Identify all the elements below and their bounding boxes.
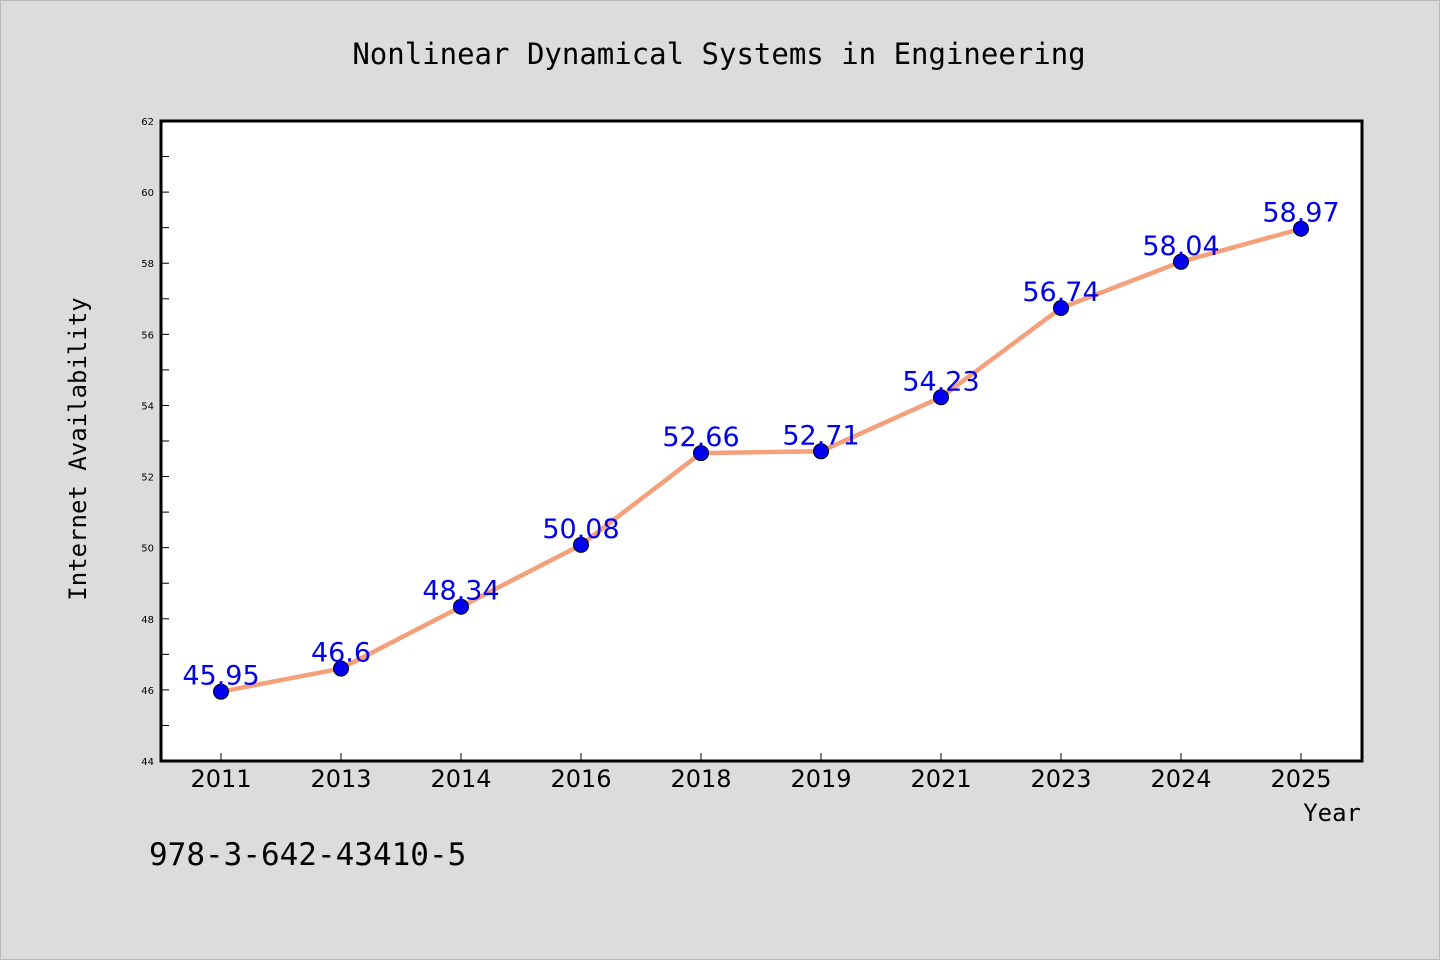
x-axis: 2011 2013 2014 2016 2018 2019 2021 2023 2024 2025 <box>190 753 1332 793</box>
y-tick-label: 60 <box>141 188 154 199</box>
x-tick-label: 2021 <box>910 765 971 793</box>
y-tick-label: 62 <box>141 117 154 128</box>
y-tick-label: 52 <box>141 473 154 484</box>
data-label: 58.97 <box>1262 198 1339 229</box>
y-tick-label: 46 <box>141 686 154 697</box>
isbn-text: 978-3-642-43410-5 <box>149 837 466 873</box>
x-tick-label: 2024 <box>1150 765 1211 793</box>
y-tick-label: 56 <box>141 330 154 341</box>
data-point <box>1053 300 1069 317</box>
x-tick-label: 2016 <box>550 765 611 793</box>
data-label: 45.95 <box>182 661 259 692</box>
data-label: 46.6 <box>311 638 371 669</box>
y-axis-label: Internet Availability <box>64 297 92 600</box>
data-label: 56.74 <box>1022 277 1099 308</box>
data-label: 48.34 <box>422 576 499 607</box>
data-label: 52.66 <box>662 422 739 453</box>
plot-area <box>159 119 1364 763</box>
data-point <box>693 445 709 462</box>
y-tick-label: 50 <box>141 544 154 555</box>
chart-title: Nonlinear Dynamical Systems in Engineeri… <box>352 37 1085 71</box>
series-line-group: 45.95 46.6 48.34 50.08 52.66 52.71 54.23 56.74 5… <box>182 198 1340 700</box>
data-label: 52.71 <box>782 420 859 451</box>
x-tick-label: 2011 <box>190 765 251 793</box>
data-point <box>933 389 949 406</box>
x-tick-label: 2018 <box>670 765 731 793</box>
data-point <box>573 536 589 553</box>
data-point <box>1293 220 1309 237</box>
x-axis-label: Year <box>1303 799 1361 827</box>
y-tick-label: 44 <box>141 757 154 768</box>
x-tick-label: 2023 <box>1030 765 1091 793</box>
data-label: 54.23 <box>902 366 979 397</box>
x-tick-label: 2019 <box>790 765 851 793</box>
data-label: 50.08 <box>542 514 619 545</box>
data-point <box>453 598 469 615</box>
x-tick-label: 2025 <box>1270 765 1331 793</box>
data-point <box>1173 253 1189 270</box>
series-line <box>218 226 1304 694</box>
data-point <box>213 683 229 700</box>
data-label: 58.04 <box>1142 231 1219 262</box>
x-tick-label: 2013 <box>310 765 371 793</box>
y-axis: 44 46 48 50 52 54 56 58 60 62 <box>141 117 169 768</box>
y-tick-label: 48 <box>141 615 154 626</box>
y-tick-label: 54 <box>141 401 154 412</box>
x-tick-label: 2014 <box>430 765 491 793</box>
data-point <box>333 660 349 677</box>
data-point <box>813 443 829 460</box>
y-tick-label: 58 <box>141 259 154 270</box>
